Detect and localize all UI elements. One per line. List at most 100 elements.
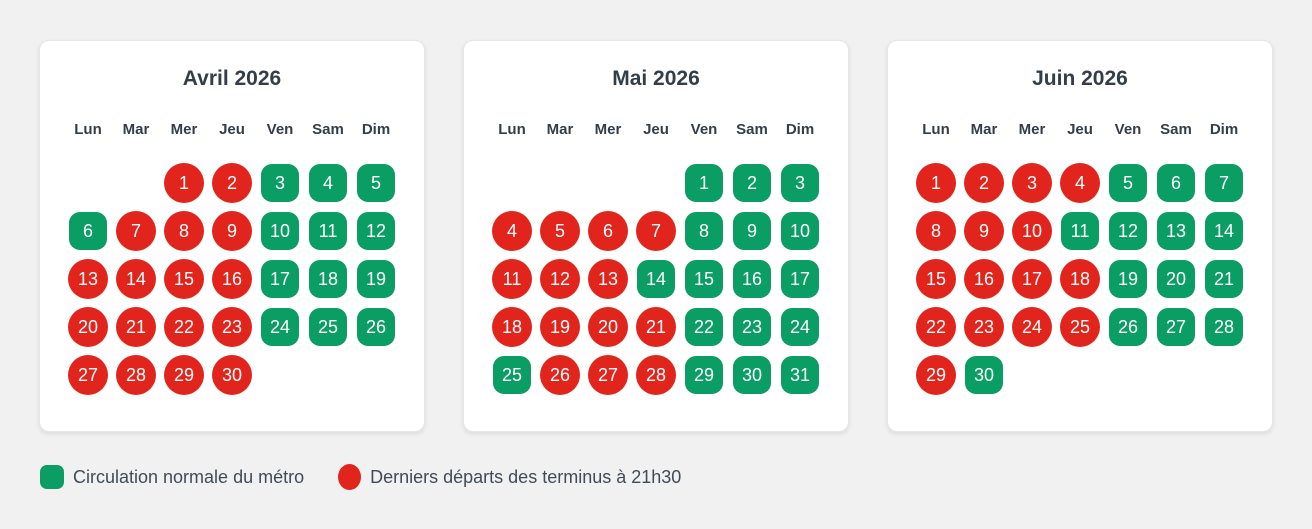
day-cell: 21	[636, 307, 676, 347]
legend-label-early-close: Derniers départs des terminus à 21h30	[370, 466, 682, 487]
weekday-label: Ven	[266, 121, 294, 138]
month-title: Juin 2026	[1032, 67, 1128, 90]
day-cell: 26	[1109, 308, 1147, 346]
day-cell: 15	[164, 259, 204, 299]
day-cell: 19	[1109, 260, 1147, 298]
day-cell: 23	[212, 307, 252, 347]
day-cell: 6	[69, 212, 107, 250]
day-cell: 1	[164, 163, 204, 203]
weekday-label: Lun	[74, 121, 102, 138]
weekday-label: Sam	[1160, 121, 1192, 138]
day-cell: 13	[588, 259, 628, 299]
day-cell: 10	[1012, 211, 1052, 251]
weekday-label: Ven	[1114, 121, 1142, 138]
day-cell: 7	[116, 211, 156, 251]
day-cell: 16	[733, 260, 771, 298]
month-title: Avril 2026	[182, 67, 282, 90]
day-cell: 29	[164, 355, 204, 395]
day-cell: 28	[1205, 308, 1243, 346]
day-cell: 11	[309, 212, 347, 250]
day-cell: 20	[1157, 260, 1195, 298]
day-cell: 26	[540, 355, 580, 395]
weekday-label: Jeu	[219, 121, 245, 138]
day-cell: 7	[636, 211, 676, 251]
legend: Circulation normale du métro Derniers dé…	[40, 464, 1273, 490]
day-cell: 9	[733, 212, 771, 250]
day-cell: 27	[1157, 308, 1195, 346]
weekday-label: Dim	[785, 121, 815, 138]
day-cell: 31	[781, 356, 819, 394]
day-cell: 22	[916, 307, 956, 347]
day-cell: 24	[261, 308, 299, 346]
day-cell: 17	[1012, 259, 1052, 299]
day-cell: 12	[540, 259, 580, 299]
weekday-label: Mer	[594, 121, 622, 138]
weekday-label: Jeu	[1067, 121, 1093, 138]
weekday-header: Lun Mar Mer Jeu Ven Sam Dim	[40, 121, 424, 139]
day-cell: 25	[493, 356, 531, 394]
weekday-label: Dim	[361, 121, 391, 138]
day-cell: 12	[357, 212, 395, 250]
day-cell: 25	[309, 308, 347, 346]
day-cell: 24	[1012, 307, 1052, 347]
day-cell: 30	[733, 356, 771, 394]
day-cell: 27	[588, 355, 628, 395]
day-cell: 13	[1157, 212, 1195, 250]
weekday-label: Jeu	[643, 121, 669, 138]
day-cell: 14	[1205, 212, 1243, 250]
day-cell: 18	[1060, 259, 1100, 299]
day-grid: 1 2 3 4 5 6 7 8 9 10 11 12 13 14 15 16 17 18 19 20 21 22 23 24 2…	[888, 163, 1272, 395]
day-cell: 17	[261, 260, 299, 298]
day-cell: 12	[1109, 212, 1147, 250]
day-cell: 14	[637, 260, 675, 298]
early-close-red-icon	[338, 464, 362, 490]
day-cell: 23	[964, 307, 1004, 347]
day-cell: 17	[781, 260, 819, 298]
weekday-label: Mer	[170, 121, 198, 138]
day-cell: 13	[68, 259, 108, 299]
day-cell: 2	[964, 163, 1004, 203]
day-cell: 22	[685, 308, 723, 346]
day-cell: 4	[309, 164, 347, 202]
day-cell: 2	[212, 163, 252, 203]
legend-label-normal-service: Circulation normale du métro	[73, 466, 305, 487]
weekday-label: Lun	[922, 121, 950, 138]
weekday-label: Sam	[736, 121, 768, 138]
normal-service-green-icon	[40, 465, 64, 489]
weekday-label: Mar	[122, 121, 150, 138]
day-cell: 5	[540, 211, 580, 251]
day-cell: 3	[781, 164, 819, 202]
day-cell: 1	[916, 163, 956, 203]
weekday-label: Lun	[498, 121, 526, 138]
day-cell: 14	[116, 259, 156, 299]
day-cell: 3	[1012, 163, 1052, 203]
weekday-header: Lun Mar Mer Jeu Ven Sam Dim	[888, 121, 1272, 139]
legend-item-normal-service: Circulation normale du métro	[40, 465, 304, 489]
day-cell: 27	[68, 355, 108, 395]
day-grid: 1 2 3 4 5 6 7 8 9 10 11 12 13 14 15 16 17 18 19 20 21 22 23 24 2…	[464, 164, 848, 395]
weekday-label: Dim	[1209, 121, 1239, 138]
weekday-header: Lun Mar Mer Jeu Ven Sam Dim	[464, 121, 848, 139]
day-cell: 25	[1060, 307, 1100, 347]
day-cell: 22	[164, 307, 204, 347]
day-cell: 20	[588, 307, 628, 347]
day-cell: 21	[1205, 260, 1243, 298]
weekday-label: Ven	[690, 121, 718, 138]
day-cell: 9	[964, 211, 1004, 251]
day-cell: 19	[357, 260, 395, 298]
day-cell: 18	[309, 260, 347, 298]
day-cell: 8	[164, 211, 204, 251]
day-cell: 30	[212, 355, 252, 395]
weekday-label: Mar	[546, 121, 574, 138]
day-cell: 6	[1157, 164, 1195, 202]
day-cell: 6	[588, 211, 628, 251]
day-cell: 29	[916, 355, 956, 395]
day-cell: 2	[733, 164, 771, 202]
empty-cell	[589, 164, 627, 202]
day-cell: 19	[540, 307, 580, 347]
day-cell: 9	[212, 211, 252, 251]
weekday-label: Mar	[970, 121, 998, 138]
